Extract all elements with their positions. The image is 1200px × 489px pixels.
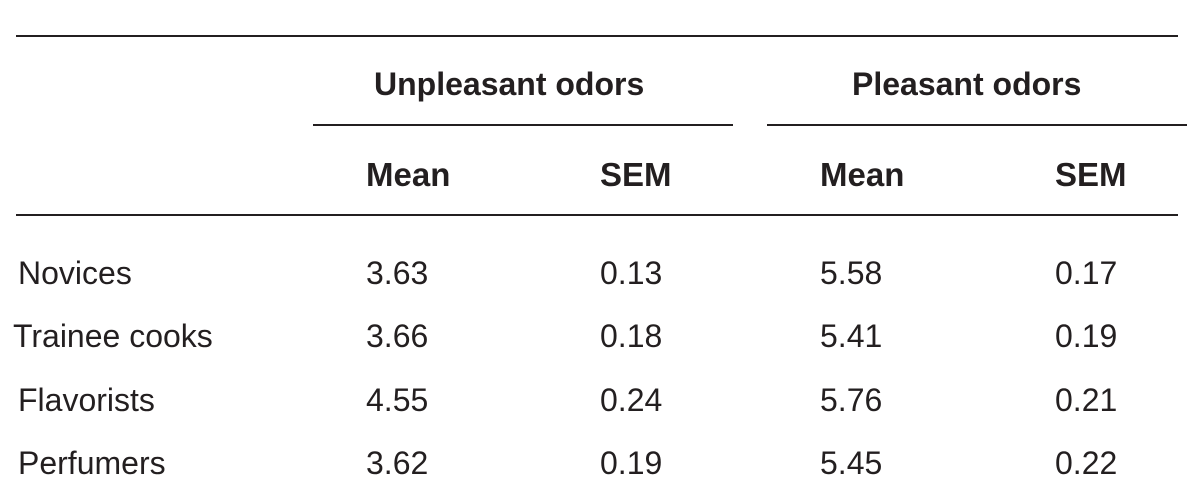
table-cell: 0.13: [600, 255, 663, 291]
table-cell: 4.55: [366, 382, 429, 418]
column-header-mean-pleasant: Mean: [820, 156, 905, 193]
group-rule-unpleasant: [313, 124, 733, 126]
column-header-sem-pleasant: SEM: [1055, 156, 1127, 193]
table-cell: 3.62: [366, 445, 429, 481]
table-cell: 5.41: [820, 318, 883, 354]
table-cell: 5.45: [820, 445, 883, 481]
table-cell: 0.22: [1055, 445, 1118, 481]
row-label: Novices: [18, 255, 132, 291]
table-cell: 0.19: [600, 445, 663, 481]
header-rule: [16, 214, 1178, 216]
table-cell: 0.17: [1055, 255, 1118, 291]
row-label: Perfumers: [18, 445, 166, 481]
group-rule-pleasant: [767, 124, 1187, 126]
row-label: Flavorists: [18, 382, 155, 418]
table-cell: 5.58: [820, 255, 883, 291]
table-cell: 5.76: [820, 382, 883, 418]
table-cell: 3.66: [366, 318, 429, 354]
group-header-pleasant: Pleasant odors: [852, 66, 1082, 102]
table-cell: 3.63: [366, 255, 429, 291]
table-cell: 0.18: [600, 318, 663, 354]
group-header-unpleasant: Unpleasant odors: [374, 66, 645, 102]
table-cell: 0.19: [1055, 318, 1118, 354]
table-cell: 0.21: [1055, 382, 1118, 418]
column-header-sem-unpleasant: SEM: [600, 156, 672, 193]
top-rule: [16, 35, 1178, 37]
column-header-mean-unpleasant: Mean: [366, 156, 451, 193]
table-cell: 0.24: [600, 382, 663, 418]
row-label: Trainee cooks: [13, 318, 213, 354]
